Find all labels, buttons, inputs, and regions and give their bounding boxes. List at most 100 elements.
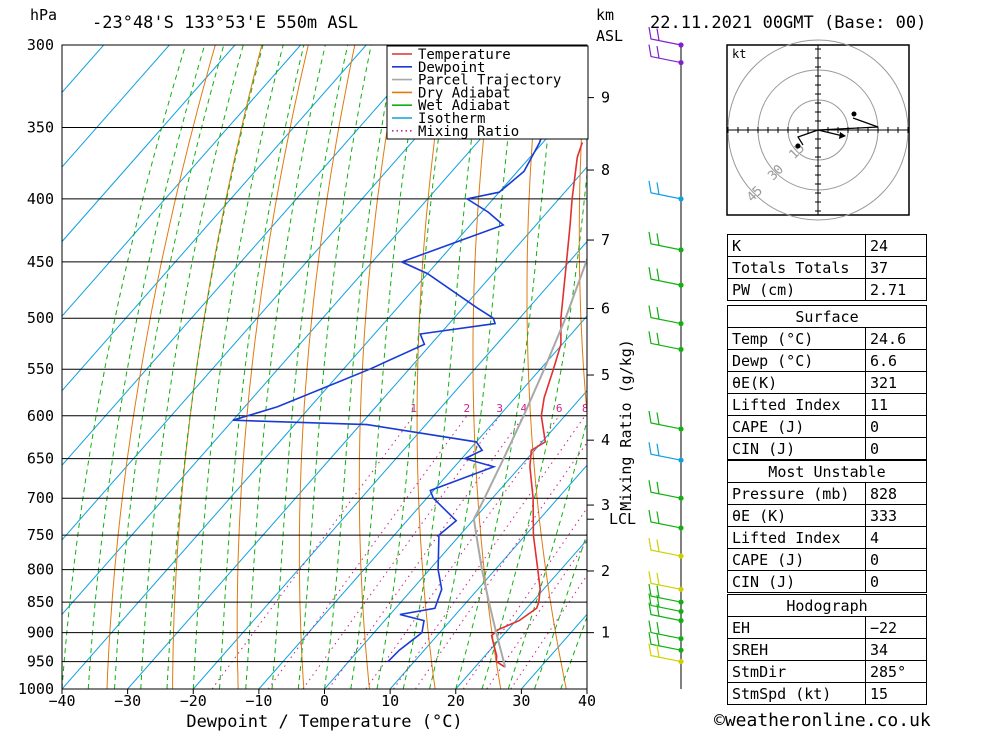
hodo-index-value: 285° (865, 660, 927, 683)
hodo-index-row: SREH 34 (727, 638, 927, 661)
km-tick-label: 8 (601, 161, 610, 179)
pressure-tick-label: 750 (27, 526, 54, 544)
copyright-link[interactable]: ©weatheronline.co.uk (714, 710, 931, 731)
pressure-tick-label: 800 (27, 561, 54, 579)
index-value: 37 (865, 256, 927, 279)
legend-label-parcel: Parcel Trajectory (418, 73, 561, 89)
surface-index-row: θE(K) 321 (727, 371, 927, 394)
dry-adiabat-line (578, 45, 587, 420)
km-tick-label: 9 (601, 89, 610, 107)
wet-adiabat-line (324, 45, 397, 689)
wind-station-dot (678, 608, 684, 615)
mixing-ratio-label: 4 (521, 402, 528, 415)
wet-adiabat-line (166, 45, 264, 689)
pressure-tick-label: 400 (27, 190, 54, 208)
wet-adiabat-line (192, 45, 284, 689)
surface-index-label: θE(K) (727, 371, 866, 394)
lcl-label: LCL (609, 510, 636, 528)
temp-tick-label: −20 (180, 692, 207, 710)
mixing-ratio-line (486, 540, 587, 689)
mu-index-label: Lifted Index (727, 526, 866, 549)
surface-index-row: CAPE (J) 0 (727, 415, 927, 438)
mixing-ratio-line (462, 507, 587, 689)
km-tick-label: 2 (601, 562, 610, 580)
index-label: PW (cm) (727, 278, 866, 301)
index-row: K 24 (727, 234, 927, 257)
isotherm-line (324, 389, 587, 689)
wind-barb (648, 26, 682, 46)
x-axis-label: Dewpoint / Temperature (°C) (186, 712, 462, 732)
mixing-ratio-label: 2 (463, 402, 470, 415)
pressure-tick-label: 550 (27, 360, 54, 378)
km-tick-label: 5 (601, 366, 610, 384)
temp-tick-label: −10 (245, 692, 272, 710)
index-value: 24 (865, 234, 927, 257)
hodograph-trace (797, 117, 879, 146)
wind-barb (648, 442, 682, 461)
km-unit-label: km (596, 6, 615, 24)
mixing-ratio-line (365, 415, 560, 689)
mu-index-value: 4 (865, 526, 927, 549)
wind-station-dot (678, 586, 684, 592)
temp-tick-label: 0 (320, 692, 329, 710)
legend-label-dewpoint: Dewpoint (418, 60, 485, 76)
dry-adiabat-line (172, 45, 263, 689)
index-value: 2.71 (865, 278, 927, 301)
index-row: Totals Totals 37 (727, 256, 927, 279)
wind-barb (648, 538, 682, 557)
dry-adiabat-line (358, 45, 402, 689)
wet-adiabat-line (114, 45, 225, 689)
km-tick-label: 6 (601, 300, 610, 318)
surface-index-label: Temp (°C) (727, 327, 866, 350)
isotherm-line (62, 45, 564, 616)
pressure-tick-label: 450 (27, 253, 54, 271)
isotherm-line (192, 240, 587, 689)
wind-barb (648, 643, 682, 663)
mixing-ratio-label: 8 (582, 402, 589, 415)
pressure-tick-label: 600 (27, 407, 54, 425)
wet-adiabat-line (87, 45, 206, 689)
pressure-tick-label: 900 (27, 624, 54, 642)
isotherm-line (258, 315, 587, 689)
hodo-index-label: StmSpd (kt) (727, 682, 866, 705)
pressure-tick-label: 850 (27, 593, 54, 611)
wind-barb (648, 583, 682, 603)
legend-label-temperature: Temperature (418, 47, 511, 63)
mu-index-value: 828 (865, 482, 927, 505)
mu-index-value: 0 (865, 548, 927, 571)
mu-index-label: CAPE (J) (727, 548, 866, 571)
wind-barb (648, 331, 682, 350)
wind-barb (648, 571, 682, 590)
index-table-most-unstable: Most Unstable Pressure (mb) 828 θE (K) 333 L… (727, 460, 927, 593)
temp-tick-label: −40 (48, 692, 75, 710)
mu-index-label: θE (K) (727, 504, 866, 527)
surface-index-value: 24.6 (865, 327, 927, 350)
hodo-index-label: StmDir (727, 660, 866, 683)
pressure-tick-label: 350 (27, 118, 54, 136)
isotherm-line (62, 45, 170, 168)
km-tick-label: 3 (601, 496, 610, 514)
wind-barb (648, 620, 682, 640)
dry-adiabat-line (960, 45, 1000, 689)
wind-station-dot (678, 553, 684, 559)
plot-frame (61, 44, 588, 690)
isotherm-line (62, 45, 498, 541)
wet-adiabat-line (140, 45, 244, 689)
mixing-ratio-line (267, 415, 468, 689)
pressure-tick-label: 950 (27, 653, 54, 671)
mixing-ratio-axis-label: Mixing Ratio (g/kg) (617, 339, 635, 511)
mixing-ratio-line (510, 574, 587, 689)
legend-box (386, 45, 589, 140)
wet-adiabat-line (376, 45, 453, 689)
hodo-index-value: 34 (865, 638, 927, 661)
hodograph-stats-title: Hodograph (727, 594, 927, 617)
km-tick-label: 7 (601, 231, 610, 249)
datetime-title: 22.11.2021 00GMT (Base: 00) (650, 13, 927, 33)
wind-station-dot (678, 658, 684, 665)
wind-barb (648, 180, 682, 200)
location-title: -23°48'S 133°53'E 550m ASL (92, 13, 359, 33)
wind-barb (648, 267, 682, 286)
mu-index-row: Pressure (mb) 828 (727, 482, 927, 505)
